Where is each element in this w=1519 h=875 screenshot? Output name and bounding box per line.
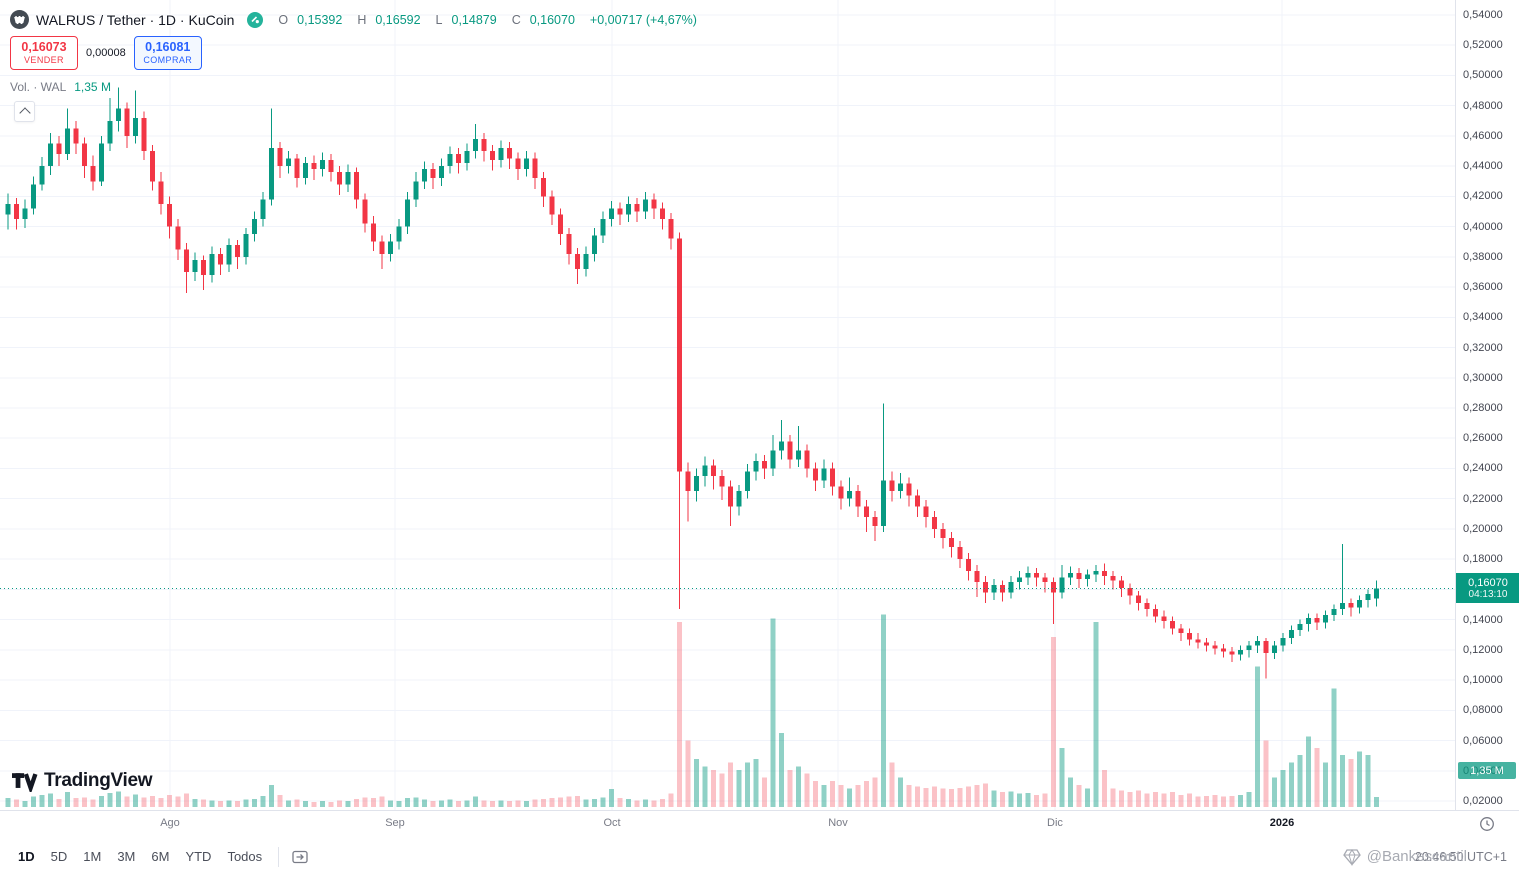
high-label: H <box>357 12 367 27</box>
time-tick-label: Sep <box>385 817 405 829</box>
bar-countdown: 04:13:10 <box>1468 588 1508 600</box>
price-tick-label: 0,28000 <box>1463 402 1503 414</box>
trade-widget: 0,16073 VENDER 0,00008 0,16081 COMPRAR <box>10 36 202 70</box>
price-tick-label: 0,44000 <box>1463 160 1503 173</box>
high-value: 0,16592 <box>375 12 421 27</box>
price-tick-label: 0,54000 <box>1463 9 1503 21</box>
volume-label: Vol. · WAL <box>10 80 67 94</box>
price-tick-label: 0,18000 <box>1463 553 1503 566</box>
price-tick-label: 0,08000 <box>1463 704 1503 717</box>
buy-button[interactable]: 0,16081 COMPRAR <box>133 36 202 70</box>
price-tick-label: 0,14000 <box>1463 613 1503 626</box>
sell-price: 0,16073 <box>21 40 67 54</box>
sell-button[interactable]: 0,16073 VENDER <box>10 36 78 70</box>
price-tick-label: 0,42000 <box>1463 190 1503 203</box>
interval-buttons: 1D 5D 1M 3M 6M YTD Todos <box>10 845 270 868</box>
time-tick-label: 2026 <box>1269 817 1295 829</box>
volume-value: 1,35 M <box>74 80 111 94</box>
low-label: L <box>435 12 443 27</box>
toolbar-divider <box>278 846 280 867</box>
exchange-status-icon <box>247 11 264 28</box>
tradingview-logo-icon <box>12 773 38 792</box>
volume-legend: Vol. · WAL 1,35 M <box>10 80 111 94</box>
tradingview-logo[interactable]: TradingView <box>12 770 153 792</box>
price-tick-label: 0,32000 <box>1463 341 1503 354</box>
gem-icon <box>1342 848 1361 866</box>
time-tick-label: Ago <box>160 817 180 829</box>
time-tick-label: Dic <box>1047 817 1063 829</box>
buy-label: COMPRAR <box>143 55 193 65</box>
interval-6m-button[interactable]: 6M <box>143 845 177 868</box>
price-tick-label: 0,06000 <box>1463 734 1503 747</box>
price-tick-label: 0,10000 <box>1463 674 1503 687</box>
price-tick-label: 0,20000 <box>1463 522 1503 535</box>
collapse-legend-button[interactable] <box>14 101 35 122</box>
spread-value: 0,00008 <box>86 47 126 59</box>
price-tick-label: 0,52000 <box>1463 39 1503 52</box>
toolbar-clock[interactable]: 20:46:50 UTC+1 <box>1414 849 1507 864</box>
chevron-up-icon <box>18 107 31 119</box>
symbol-title[interactable]: WALRUS / Tether · 1D · KuCoin <box>36 11 235 28</box>
time-tick-label: Oct <box>603 817 621 829</box>
low-value: 0,14879 <box>451 12 497 27</box>
open-value: 0,15392 <box>297 12 343 27</box>
bottom-toolbar: 1D 5D 1M 3M 6M YTD Todos 20:46:50 UTC+1 @Banke… <box>0 837 1519 875</box>
volume-axis-label: 1,35 M <box>1458 762 1516 779</box>
clock-icon[interactable] <box>1479 816 1495 837</box>
walrus-logo-icon: w <box>10 10 29 29</box>
interval-3m-button[interactable]: 3M <box>109 845 143 868</box>
price-tick-label: 0,24000 <box>1463 462 1503 475</box>
price-tick-label: 0,26000 <box>1463 432 1503 445</box>
price-tick-label: 0,36000 <box>1463 281 1503 294</box>
interval-ytd-button[interactable]: YTD <box>177 845 219 868</box>
time-tick-label: Nov <box>828 817 848 829</box>
price-tick-label: 0,02000 <box>1463 795 1503 807</box>
go-to-date-icon[interactable] <box>287 846 313 868</box>
interval-5d-button[interactable]: 5D <box>43 845 76 868</box>
close-label: C <box>511 12 521 27</box>
symbol-legend: w WALRUS / Tether · 1D · KuCoin O 0,15392… <box>10 10 697 29</box>
last-price-value: 0,16070 <box>1468 576 1508 589</box>
price-tick-label: 0,46000 <box>1463 129 1503 142</box>
price-tick-label: 0,22000 <box>1463 492 1503 505</box>
time-axis[interactable]: Ago Sep Oct Nov Dic 2026 <box>0 810 1519 838</box>
open-label: O <box>278 12 289 27</box>
last-price-label: 0,16070 04:13:10 <box>1456 573 1519 604</box>
price-tick-label: 0,30000 <box>1463 371 1503 384</box>
sell-label: VENDER <box>24 55 64 65</box>
price-tick-label: 0,34000 <box>1463 311 1503 324</box>
price-axis[interactable]: 0,54000 0,52000 0,50000 0,48000 0,46000 0,440… <box>1455 0 1519 810</box>
candlestick-chart[interactable] <box>0 0 1455 810</box>
price-tick-label: 0,38000 <box>1463 250 1503 263</box>
price-tick-label: 0,40000 <box>1463 220 1503 233</box>
buy-price: 0,16081 <box>145 40 191 54</box>
price-tick-label: 0,12000 <box>1463 643 1503 656</box>
close-value: 0,16070 <box>529 12 575 27</box>
chart-pane[interactable]: w WALRUS / Tether · 1D · KuCoin O 0,15392… <box>0 0 1455 810</box>
interval-todos-button[interactable]: Todos <box>219 845 270 868</box>
price-tick-label: 0,48000 <box>1463 99 1503 112</box>
change-value: +0,00717 (+4,67%) <box>589 12 697 27</box>
price-tick-label: 0,50000 <box>1463 69 1503 82</box>
interval-1d-button[interactable]: 1D <box>10 845 43 868</box>
interval-1m-button[interactable]: 1M <box>75 845 109 868</box>
tradingview-logo-text: TradingView <box>44 770 153 791</box>
